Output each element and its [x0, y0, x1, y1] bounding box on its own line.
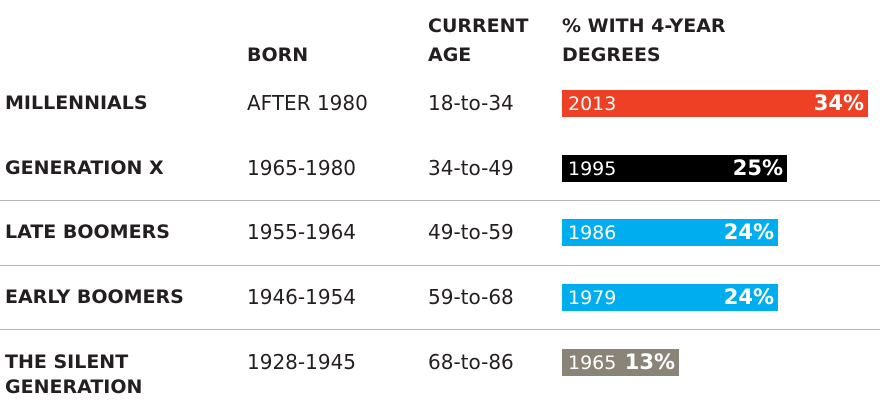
born: AFTER 1980	[247, 91, 368, 115]
value-label: 13%	[624, 349, 675, 374]
header-born: BORN	[247, 44, 309, 66]
header-age: CURRENT AGE	[428, 15, 529, 66]
row-separator	[0, 200, 880, 201]
row-separator	[0, 329, 880, 330]
value-label: 34%	[813, 91, 864, 115]
born: 1928-1945	[247, 349, 357, 374]
current-age: 49-to-59	[428, 220, 514, 245]
current-age: 68-to-86	[428, 349, 514, 374]
current-age: 34-to-49	[428, 155, 514, 180]
generation: MILLENNIALS	[5, 92, 148, 114]
generation: THE SILENT GENERATION	[5, 350, 143, 398]
bar: 1986 24%	[562, 219, 778, 247]
generation: EARLY BOOMERS	[5, 286, 184, 309]
bar-year: 1995	[568, 157, 617, 180]
bar: 2013 34%	[562, 90, 868, 117]
born: 1965-1980	[247, 155, 357, 180]
bar: 1965 13%	[562, 348, 679, 376]
born: 1955-1964	[247, 220, 357, 245]
generation: LATE BOOMERS	[5, 221, 170, 244]
bar: 1995 25%	[562, 154, 787, 182]
bar-year: 2013	[568, 93, 617, 115]
generation: GENERATION X	[5, 156, 164, 179]
bar-year: 1965	[568, 351, 617, 374]
value-label: 25%	[732, 155, 783, 180]
bar-year: 1986	[568, 222, 617, 245]
current-age: 18-to-34	[428, 91, 514, 115]
row-separator	[0, 265, 880, 266]
value-label: 24%	[723, 285, 774, 310]
header-degrees: % WITH 4-YEAR DEGREES	[562, 15, 726, 66]
born: 1946-1954	[247, 285, 357, 310]
bar-year: 1979	[568, 287, 617, 310]
value-label: 24%	[723, 220, 774, 245]
bar: 1979 24%	[562, 284, 778, 312]
current-age: 59-to-68	[428, 285, 514, 310]
